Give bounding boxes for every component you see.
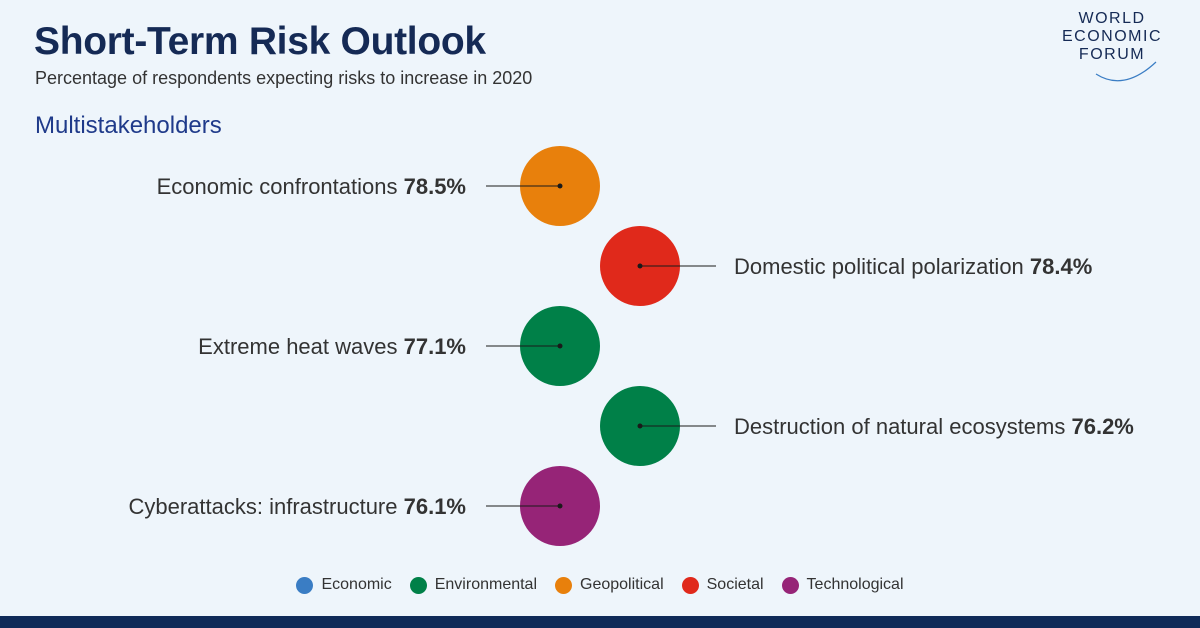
- logo-line-2: ECONOMIC: [1062, 28, 1162, 45]
- legend-swatch: [409, 576, 427, 594]
- risk-item: Cyberattacks: infrastructure 76.1%: [129, 466, 600, 546]
- legend-item: Economic: [296, 576, 392, 594]
- legend-label: Environmental: [434, 576, 538, 593]
- risk-value: 76.2%: [1071, 414, 1133, 439]
- legend-label: Technological: [806, 576, 904, 593]
- leader-dot: [557, 343, 563, 349]
- legend-label: Economic: [321, 576, 392, 593]
- legend-swatch: [681, 576, 699, 594]
- risk-name: Extreme heat waves: [198, 334, 403, 359]
- risk-label: Extreme heat waves 77.1%: [198, 334, 466, 359]
- risk-name: Cyberattacks: infrastructure: [129, 494, 404, 519]
- logo-arc-icon: [1095, 61, 1157, 82]
- page-title: Short-Term Risk Outlook: [34, 20, 486, 63]
- legend: Economic Environmental Geopolitical Societa…: [0, 576, 1200, 594]
- wef-logo: WORLD ECONOMIC FORUM: [1052, 10, 1172, 82]
- legend-item: Environmental: [409, 576, 538, 594]
- legend-item: Geopolitical: [555, 576, 664, 594]
- logo-line-1: WORLD: [1078, 10, 1146, 27]
- legend-item: Societal: [681, 576, 764, 594]
- risk-label: Cyberattacks: infrastructure 76.1%: [129, 494, 467, 519]
- leader-dot: [557, 183, 563, 189]
- risk-name: Destruction of natural ecosystems: [734, 414, 1071, 439]
- risk-label: Economic confrontations 78.5%: [157, 174, 466, 199]
- risk-item: Economic confrontations 78.5%: [157, 146, 600, 226]
- legend-swatch: [781, 576, 799, 594]
- page-subtitle: Percentage of respondents expecting risk…: [35, 68, 533, 88]
- risk-name: Economic confrontations: [157, 174, 404, 199]
- legend-swatch: [555, 576, 573, 594]
- risk-name: Domestic political polarization: [734, 254, 1030, 279]
- risk-item: Extreme heat waves 77.1%: [198, 306, 600, 386]
- legend-label: Societal: [706, 576, 764, 593]
- legend-swatch: [296, 576, 314, 594]
- legend-label: Geopolitical: [580, 576, 664, 593]
- footer-bar: [0, 616, 1200, 628]
- leader-dot: [637, 263, 643, 269]
- logo-line-3: FORUM: [1078, 46, 1146, 63]
- leader-dot: [637, 423, 643, 429]
- risk-value: 78.5%: [404, 174, 466, 199]
- risk-value: 78.4%: [1030, 254, 1092, 279]
- risk-value: 77.1%: [404, 334, 466, 359]
- risk-item: Destruction of natural ecosystems 76.2%: [600, 386, 1134, 466]
- leader-dot: [557, 503, 563, 509]
- risk-label: Destruction of natural ecosystems 76.2%: [734, 414, 1134, 439]
- risk-value: 76.1%: [404, 494, 466, 519]
- risk-label: Domestic political polarization 78.4%: [734, 254, 1092, 279]
- legend-item: Technological: [781, 576, 904, 594]
- section-heading: Multistakeholders: [35, 112, 222, 139]
- risk-item: Domestic political polarization 78.4%: [600, 226, 1092, 306]
